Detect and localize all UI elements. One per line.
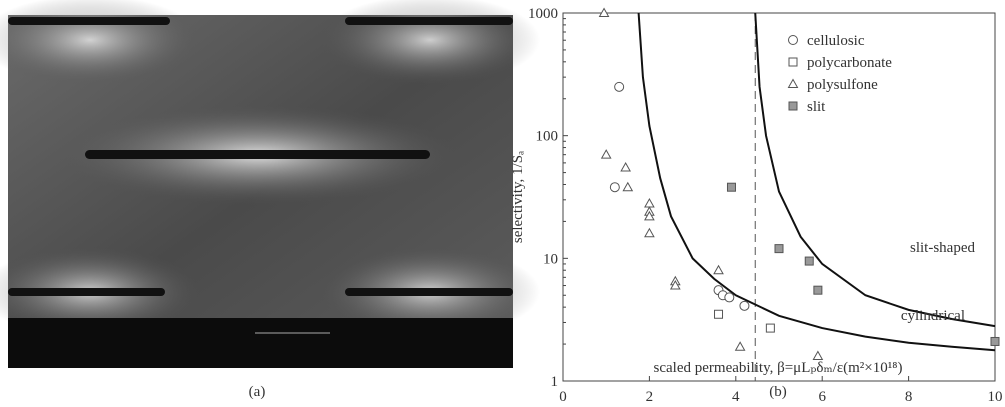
legend-label: polysulfone bbox=[807, 77, 878, 93]
data-point bbox=[645, 229, 654, 237]
legend-label: slit bbox=[807, 99, 826, 115]
caption: (a) bbox=[249, 384, 266, 400]
y-tick-label: 1 bbox=[551, 374, 559, 390]
data-point bbox=[766, 324, 774, 332]
data-point bbox=[610, 183, 619, 192]
y-axis-label: selectivity, 1/Sₐ bbox=[510, 151, 526, 243]
x-tick-label: 6 bbox=[818, 389, 826, 402]
data-point bbox=[621, 163, 630, 171]
legend-label: polycarbonate bbox=[807, 55, 892, 71]
x-tick-label: 0 bbox=[559, 389, 567, 402]
data-point bbox=[623, 183, 632, 191]
x-axis-label: scaled permeability, β=μLₚδₘ/ε(m²×10¹⁸) bbox=[654, 360, 903, 376]
x-tick-label: 10 bbox=[988, 389, 1003, 402]
figure: (a) (b) scaled permeability, β=μLₚδₘ/ε(m… bbox=[0, 0, 1005, 402]
sem-image bbox=[0, 0, 540, 368]
data-point bbox=[727, 183, 735, 191]
x-tick-label: 2 bbox=[646, 389, 654, 402]
data-point bbox=[715, 310, 723, 318]
x-tick-label: 8 bbox=[905, 389, 913, 402]
data-point bbox=[615, 82, 624, 91]
data-point bbox=[602, 150, 611, 158]
data-point bbox=[725, 293, 734, 302]
data-point bbox=[805, 257, 813, 265]
y-tick-label: 1000 bbox=[528, 6, 558, 22]
legend-marker bbox=[789, 36, 798, 45]
legend-marker bbox=[789, 102, 797, 110]
data-point bbox=[814, 286, 822, 294]
plot-frame bbox=[563, 13, 995, 381]
caption: (b) bbox=[769, 384, 787, 400]
data-point bbox=[775, 245, 783, 253]
data-point bbox=[645, 199, 654, 207]
legend-label: cellulosic bbox=[807, 33, 865, 49]
curve-label: cylindrical bbox=[901, 308, 965, 324]
data-point bbox=[740, 301, 749, 310]
data-point bbox=[736, 342, 745, 350]
y-tick-label: 100 bbox=[536, 129, 559, 145]
y-tick-label: 10 bbox=[543, 251, 558, 267]
legend-marker bbox=[789, 58, 797, 66]
data-point bbox=[813, 351, 822, 359]
x-tick-label: 4 bbox=[732, 389, 740, 402]
legend-marker bbox=[789, 80, 798, 88]
data-point bbox=[714, 266, 723, 274]
data-point bbox=[991, 337, 999, 345]
curve-label: slit-shaped bbox=[910, 240, 975, 256]
